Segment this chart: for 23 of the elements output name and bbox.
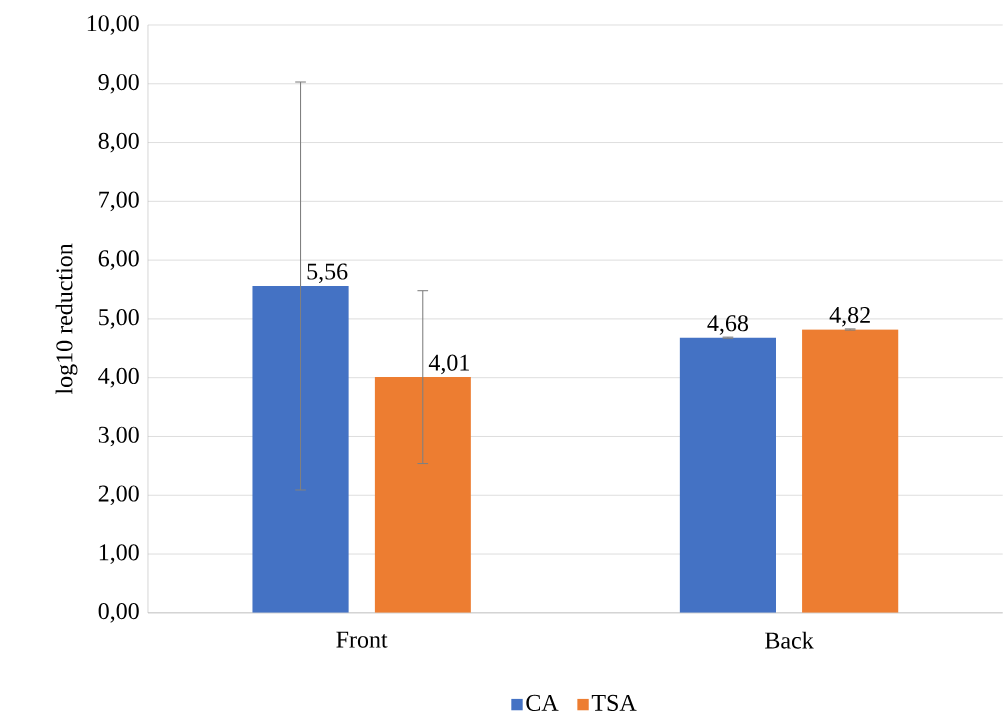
x-tick-label: Back — [765, 631, 814, 649]
y-tick-label: 7,00 — [99, 191, 139, 212]
legend-label: CA — [526, 694, 559, 712]
legend-label: TSA — [591, 694, 637, 712]
y-tick-label: 1,00 — [99, 544, 139, 564]
data-label: 5,56 — [307, 263, 348, 284]
y-tick-label: 0,00 — [98, 603, 139, 623]
y-axis-title: log10 reduction — [55, 243, 78, 395]
bar — [374, 377, 471, 613]
y-tick-label: 9,00 — [98, 74, 139, 94]
y-tick-label: 6,00 — [98, 250, 139, 271]
bar — [679, 337, 777, 613]
x-tick-label: Front — [336, 631, 388, 648]
y-tick-label: 8,00 — [98, 132, 139, 153]
y-tick-label: 10,00 — [87, 15, 139, 35]
y-tick-label: 3,00 — [98, 426, 139, 447]
bar — [802, 329, 899, 613]
y-tick-label: 5,00 — [99, 309, 139, 329]
y-tick-label: 4,00 — [98, 367, 139, 388]
y-tick-label: 2,00 — [98, 485, 139, 506]
data-label: 4,01 — [428, 354, 469, 375]
data-label: 4,82 — [829, 307, 870, 327]
data-label: 4,68 — [707, 315, 748, 335]
